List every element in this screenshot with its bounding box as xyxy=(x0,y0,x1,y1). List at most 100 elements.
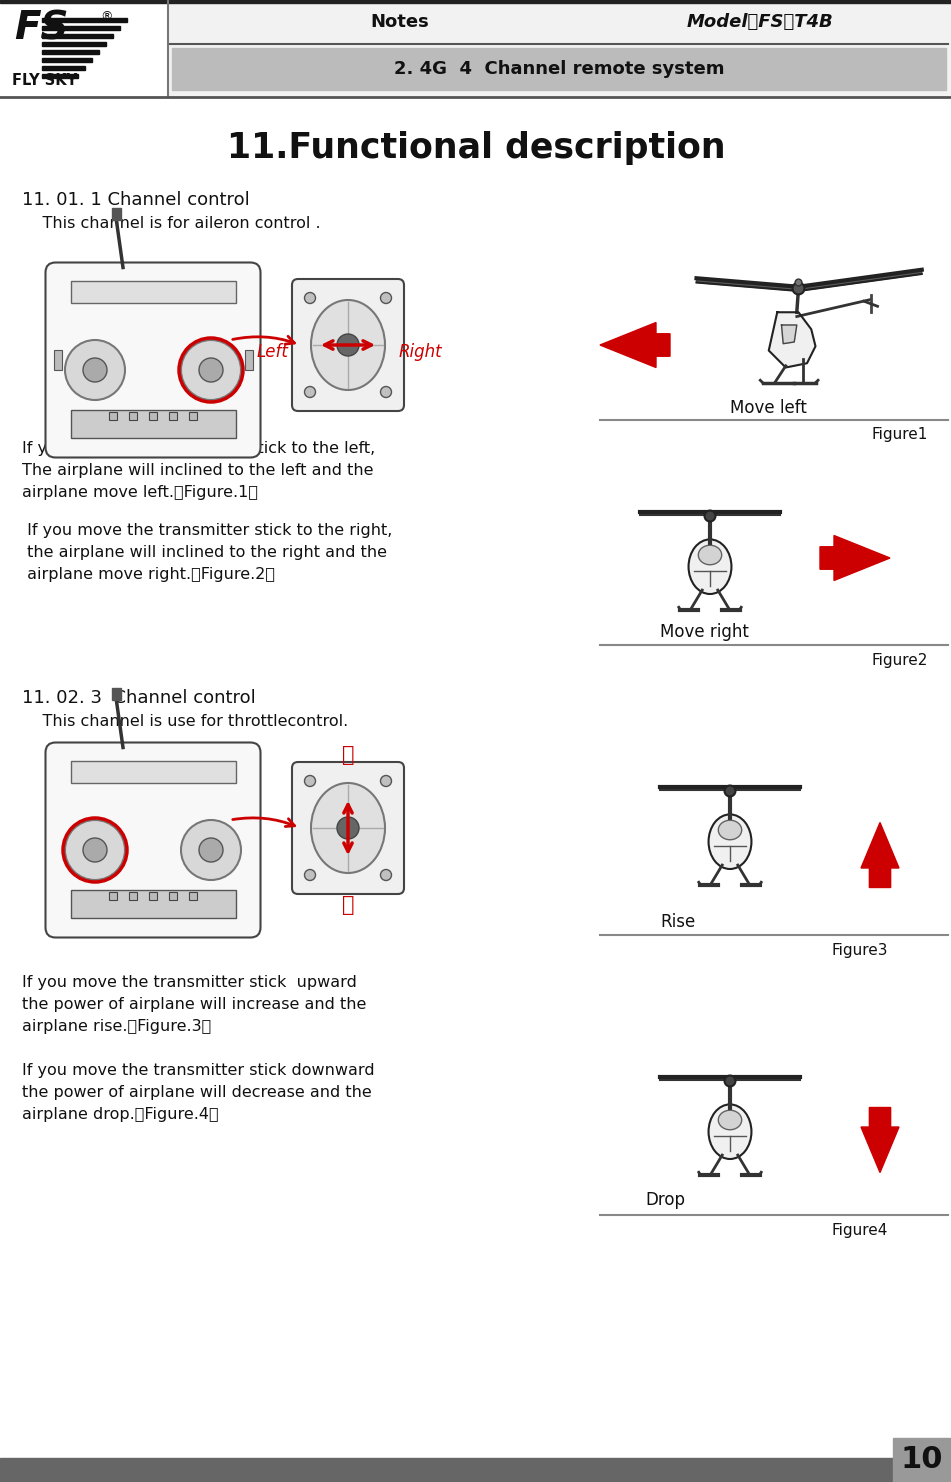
Text: 上: 上 xyxy=(341,745,355,765)
Text: Notes: Notes xyxy=(371,13,429,31)
Bar xyxy=(42,74,78,77)
Text: the power of airplane will increase and the: the power of airplane will increase and … xyxy=(22,997,366,1012)
Circle shape xyxy=(380,870,392,880)
Text: Figure2: Figure2 xyxy=(872,652,928,667)
Text: ®: ® xyxy=(100,10,112,24)
Polygon shape xyxy=(820,535,890,581)
Ellipse shape xyxy=(689,539,731,594)
Text: FLY SKY: FLY SKY xyxy=(12,73,77,87)
Polygon shape xyxy=(782,325,797,344)
Text: 下: 下 xyxy=(341,895,355,914)
Text: 11. 01. 1 Channel control: 11. 01. 1 Channel control xyxy=(22,191,250,209)
Circle shape xyxy=(304,775,316,787)
Text: Rise: Rise xyxy=(660,913,695,931)
Circle shape xyxy=(304,292,316,304)
Circle shape xyxy=(199,359,223,382)
Polygon shape xyxy=(861,823,899,888)
Text: Figure1: Figure1 xyxy=(872,427,928,443)
Bar xyxy=(109,412,117,419)
Bar xyxy=(172,47,946,90)
FancyBboxPatch shape xyxy=(46,742,261,938)
Circle shape xyxy=(304,387,316,397)
Bar xyxy=(70,760,236,782)
Polygon shape xyxy=(861,1107,899,1172)
Bar xyxy=(189,892,197,900)
Text: airplane rise.（Figure.3）: airplane rise.（Figure.3） xyxy=(22,1020,211,1034)
Bar xyxy=(169,892,177,900)
Circle shape xyxy=(725,1076,735,1086)
Ellipse shape xyxy=(311,782,385,873)
Text: 10: 10 xyxy=(901,1445,943,1475)
Circle shape xyxy=(65,820,125,880)
Bar xyxy=(129,892,137,900)
Text: If you move the transmitter stick downward: If you move the transmitter stick downwa… xyxy=(22,1063,375,1077)
Text: 2. 4G  4  Channel remote system: 2. 4G 4 Channel remote system xyxy=(394,59,725,79)
Circle shape xyxy=(65,339,125,400)
Polygon shape xyxy=(600,323,670,368)
Text: Drop: Drop xyxy=(645,1192,685,1209)
Ellipse shape xyxy=(718,1110,742,1129)
Polygon shape xyxy=(768,313,816,368)
Bar xyxy=(0,0,168,96)
Bar xyxy=(42,18,127,22)
Bar xyxy=(109,892,117,900)
Bar xyxy=(129,412,137,419)
Bar xyxy=(42,27,120,30)
Bar xyxy=(112,207,121,219)
Text: the power of airplane will decrease and the: the power of airplane will decrease and … xyxy=(22,1085,372,1100)
Text: Model：FS－T4B: Model：FS－T4B xyxy=(687,13,833,31)
Text: Right: Right xyxy=(398,342,442,362)
Text: If you move the transmitter stick to the left,: If you move the transmitter stick to the… xyxy=(22,440,376,455)
Circle shape xyxy=(337,333,359,356)
Bar xyxy=(149,892,157,900)
Text: 11. 02. 3  Channel control: 11. 02. 3 Channel control xyxy=(22,689,256,707)
Bar xyxy=(42,58,92,61)
Bar xyxy=(53,350,62,370)
Bar xyxy=(168,0,951,96)
Circle shape xyxy=(337,817,359,839)
Text: airplane drop.（Figure.4）: airplane drop.（Figure.4） xyxy=(22,1107,219,1122)
Text: If you move the transmitter stick  upward: If you move the transmitter stick upward xyxy=(22,975,357,990)
Text: airplane move right.（Figure.2）: airplane move right.（Figure.2） xyxy=(22,566,275,581)
Circle shape xyxy=(705,510,715,522)
FancyBboxPatch shape xyxy=(292,762,404,894)
Circle shape xyxy=(380,775,392,787)
Text: Figure4: Figure4 xyxy=(832,1223,888,1237)
Bar xyxy=(112,688,121,700)
Circle shape xyxy=(199,837,223,863)
Bar xyxy=(70,280,236,302)
Circle shape xyxy=(304,870,316,880)
Circle shape xyxy=(792,283,805,295)
Circle shape xyxy=(83,359,107,382)
Text: Move right: Move right xyxy=(660,622,748,642)
Circle shape xyxy=(380,292,392,304)
Text: 11.Functional description: 11.Functional description xyxy=(226,130,726,165)
Text: FS: FS xyxy=(14,10,68,47)
Bar xyxy=(893,1438,951,1482)
Bar xyxy=(169,412,177,419)
Text: airplane move left.（Figure.1）: airplane move left.（Figure.1） xyxy=(22,485,258,499)
Ellipse shape xyxy=(311,299,385,390)
Bar xyxy=(42,50,99,53)
Circle shape xyxy=(725,785,735,796)
Circle shape xyxy=(83,837,107,863)
Text: Move left: Move left xyxy=(730,399,806,416)
Text: This channel is use for throttlecontrol.: This channel is use for throttlecontrol. xyxy=(22,714,348,729)
Bar xyxy=(149,412,157,419)
FancyBboxPatch shape xyxy=(46,262,261,458)
Bar xyxy=(0,0,951,3)
Bar xyxy=(0,1458,951,1482)
Polygon shape xyxy=(696,279,799,290)
Ellipse shape xyxy=(708,1104,751,1159)
Bar xyxy=(42,41,106,46)
Circle shape xyxy=(181,339,241,400)
Circle shape xyxy=(795,279,802,286)
Circle shape xyxy=(181,820,241,880)
Bar xyxy=(70,409,236,437)
FancyBboxPatch shape xyxy=(292,279,404,411)
Circle shape xyxy=(380,387,392,397)
Bar xyxy=(244,350,253,370)
Bar xyxy=(42,67,85,70)
Text: This channel is for aileron control .: This channel is for aileron control . xyxy=(22,216,320,231)
Bar xyxy=(42,34,113,37)
